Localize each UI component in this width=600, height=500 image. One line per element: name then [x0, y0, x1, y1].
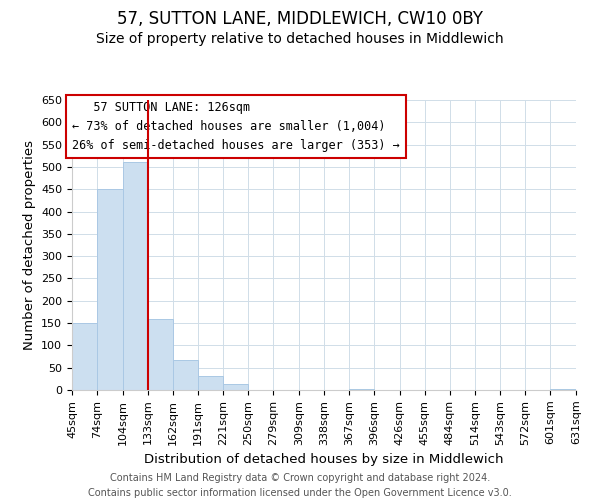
Text: 57 SUTTON LANE: 126sqm
← 73% of detached houses are smaller (1,004)
26% of semi-: 57 SUTTON LANE: 126sqm ← 73% of detached…	[72, 101, 400, 152]
Text: 57, SUTTON LANE, MIDDLEWICH, CW10 0BY: 57, SUTTON LANE, MIDDLEWICH, CW10 0BY	[117, 10, 483, 28]
Bar	[72, 323, 97, 390]
Y-axis label: Number of detached properties: Number of detached properties	[23, 140, 35, 350]
Bar	[97, 189, 123, 390]
Bar	[550, 389, 576, 390]
Bar	[173, 360, 197, 390]
Bar	[148, 318, 173, 390]
Bar	[349, 389, 374, 390]
Bar	[223, 384, 248, 390]
Text: Size of property relative to detached houses in Middlewich: Size of property relative to detached ho…	[96, 32, 504, 46]
X-axis label: Distribution of detached houses by size in Middlewich: Distribution of detached houses by size …	[144, 453, 504, 466]
Bar	[123, 162, 148, 390]
Bar	[197, 376, 223, 390]
Text: Contains HM Land Registry data © Crown copyright and database right 2024.
Contai: Contains HM Land Registry data © Crown c…	[88, 472, 512, 498]
